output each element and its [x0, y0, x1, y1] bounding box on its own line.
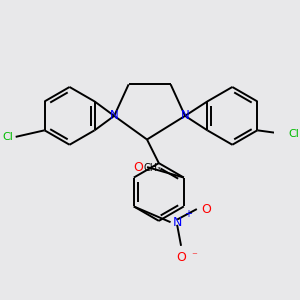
Text: Cl: Cl [2, 132, 13, 142]
Text: +: + [184, 209, 192, 219]
Text: N: N [181, 110, 189, 122]
Text: N: N [173, 216, 183, 229]
Text: O: O [176, 251, 186, 264]
Text: CH₃: CH₃ [143, 164, 161, 173]
Text: ⁻: ⁻ [192, 251, 197, 261]
Text: Cl: Cl [289, 129, 300, 139]
Text: O: O [201, 202, 211, 216]
Text: O: O [133, 160, 143, 174]
Text: N: N [110, 110, 118, 122]
